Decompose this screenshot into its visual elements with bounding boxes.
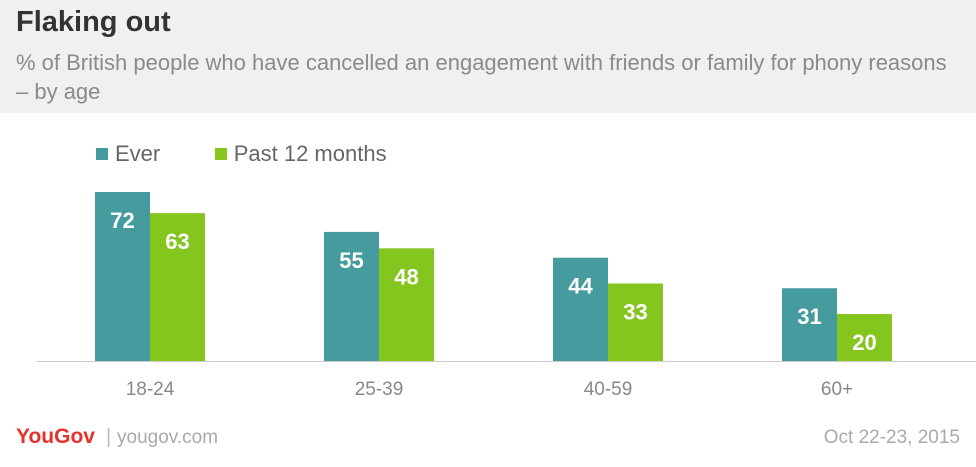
data-label-ever-40-59: 44 — [568, 274, 593, 299]
data-label-past-12-months-18-24: 63 — [165, 229, 189, 254]
legend-swatch-past-12-months — [214, 148, 227, 160]
bar-past-12-months-60+ — [837, 314, 892, 361]
bar-ever-40-59 — [553, 257, 608, 361]
chart-subtitle: % of British people who have cancelled a… — [16, 50, 947, 104]
data-label-past-12-months-25-39: 48 — [394, 264, 418, 289]
data-label-ever-60+: 31 — [797, 304, 821, 329]
data-label-ever-18-24: 72 — [110, 208, 134, 233]
legend-label-past-12-months: Past 12 months — [233, 141, 387, 166]
bar-past-12-months-18-24 — [150, 213, 205, 361]
legend-item-ever: Ever — [96, 141, 160, 167]
x-tick-label-40-59: 40-59 — [584, 379, 633, 400]
data-label-past-12-months-60+: 20 — [852, 330, 876, 355]
footer-date: Oct 22-23, 2015 — [823, 427, 960, 448]
legend-label-ever: Ever — [115, 141, 161, 166]
chart-title: Flaking out — [16, 6, 171, 38]
x-tick-label-18-24: 18-24 — [126, 379, 175, 400]
bar-ever-60+ — [782, 288, 837, 361]
x-tick-label-60+: 60+ — [821, 379, 853, 400]
legend-swatch-ever — [96, 148, 108, 160]
bar-ever-18-24 — [95, 192, 150, 361]
bar-past-12-months-25-39 — [379, 248, 434, 361]
footer-url[interactable]: yougov.com — [117, 427, 219, 448]
header-band: Flaking out % of British people who have… — [0, 0, 976, 113]
footer-separator: | — [106, 426, 112, 448]
x-tick-label-25-39: 25-39 — [355, 379, 404, 400]
data-label-ever-25-39: 55 — [339, 248, 363, 273]
legend-item-past-12-months: Past 12 months — [214, 141, 387, 167]
bar-past-12-months-40-59 — [608, 283, 663, 361]
bar-ever-25-39 — [324, 231, 379, 361]
data-label-past-12-months-40-59: 33 — [623, 300, 647, 325]
chart-legend: Ever Past 12 months — [96, 141, 437, 167]
yougov-logo: YouGov — [16, 425, 95, 448]
